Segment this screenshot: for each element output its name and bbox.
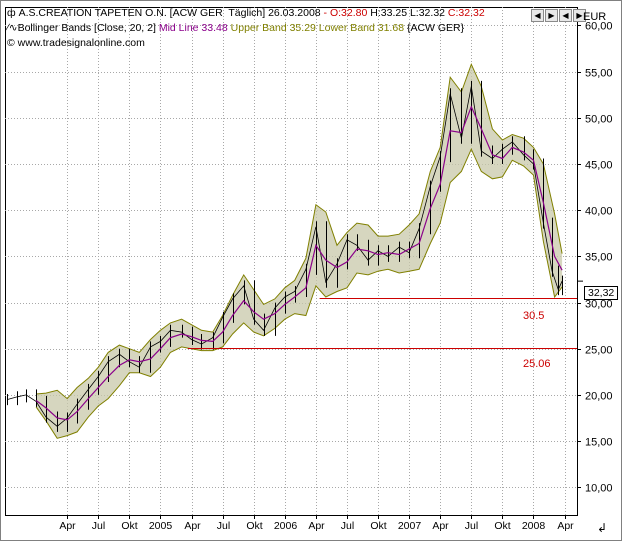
x-tick-label: Jul [465,520,478,532]
indicator-line: ∕∿Bollinger Bands [Close, 20, 2] Mid Lin… [7,22,464,34]
y-tick-label: 25,00 [585,345,613,357]
y-tick-label: 45,00 [585,160,613,172]
x-tick-label: Apr [432,520,449,532]
x-tick-label: 2005 [149,520,173,532]
bollinger-band-fill [36,64,563,439]
last-price-marker: 32,32 [584,286,619,300]
x-tick-label: Jul [341,520,354,532]
resize-arrow-icon[interactable]: ↲ [597,521,608,535]
support-level-label-30-5: 30.5 [523,310,545,322]
x-tick-label: Apr [59,520,76,532]
x-tick-label: Jul [217,520,230,532]
x-tick-label: Okt [494,520,510,532]
close-price-line [7,86,563,427]
y-tick-label: 20,00 [585,391,613,403]
lower-band-legend: Lower Band 31.68 [318,22,405,34]
x-tick-label: Apr [184,520,201,532]
scroll-left-button[interactable]: ◀ [531,9,544,22]
high-value: H:33.25 [367,7,408,19]
y-tick-label: 10,00 [585,483,613,495]
upper-band-line [36,62,563,400]
support-level-label-25-06: 25.06 [523,358,551,370]
y-tick-label: 60,00 [585,21,613,33]
x-tick-label: Jul [92,520,105,532]
low-value: L:32.32 [407,7,445,19]
indicator-symbol: {ACW GER} [406,22,465,34]
x-tick-label: Apr [557,520,574,532]
upper-band-legend: Upper Band 35.29 [230,22,316,34]
x-tick-label: 2008 [522,520,546,532]
x-tick-label: 2006 [274,520,298,532]
open-value: - O:32.80 [320,7,368,19]
chart-title-line: ф A.S.CREATION TAPETEN O.N. [ACW GER Täg… [7,7,485,19]
x-tick-label: Okt [246,520,262,532]
zoom-out-button[interactable]: ◀ [559,9,572,22]
y-tick-label: 35,00 [585,252,613,264]
indicator-name: Bollinger Bands [Close, 20, 2] [17,22,156,34]
close-value: C:32.32 [445,7,485,19]
y-tick-label: 55,00 [585,68,613,80]
indicator-icon: ∕∿ [7,22,18,34]
plot-area-frame [5,7,578,516]
price-chart: 10,00 15,00 20,00 25,00 30,00 35,00 40,00 45,00… [5,7,613,532]
y-tick-label: 15,00 [585,437,613,449]
source-line: © www.tradesignalonline.com [7,37,145,49]
currency-label: EUR [583,11,607,23]
bar-chart-icon: ф [7,7,19,19]
y-tick-label: 50,00 [585,114,613,126]
chart-title: A.S.CREATION TAPETEN O.N. [ACW GER Tägli… [18,7,321,19]
copyright-icon: © [7,37,18,49]
x-tick-label: 2007 [398,520,422,532]
mid-line [35,105,563,421]
mid-line-legend: Mid Line 33.48 [158,22,228,34]
x-tick-label: Apr [308,520,325,532]
lower-band-line [35,147,563,439]
zoom-in-button[interactable]: ▶ [573,9,586,22]
x-tick-label: Okt [370,520,386,532]
scroll-right-button[interactable]: ▶ [545,9,558,22]
navigation-buttons: ◀ ▶ ◀ ▶ [531,9,586,22]
y-tick-label: 30,00 [585,299,613,311]
source-url: www.tradesignalonline.com [17,37,145,49]
x-tick-label: Okt [121,520,137,532]
y-tick-label: 40,00 [585,206,613,218]
